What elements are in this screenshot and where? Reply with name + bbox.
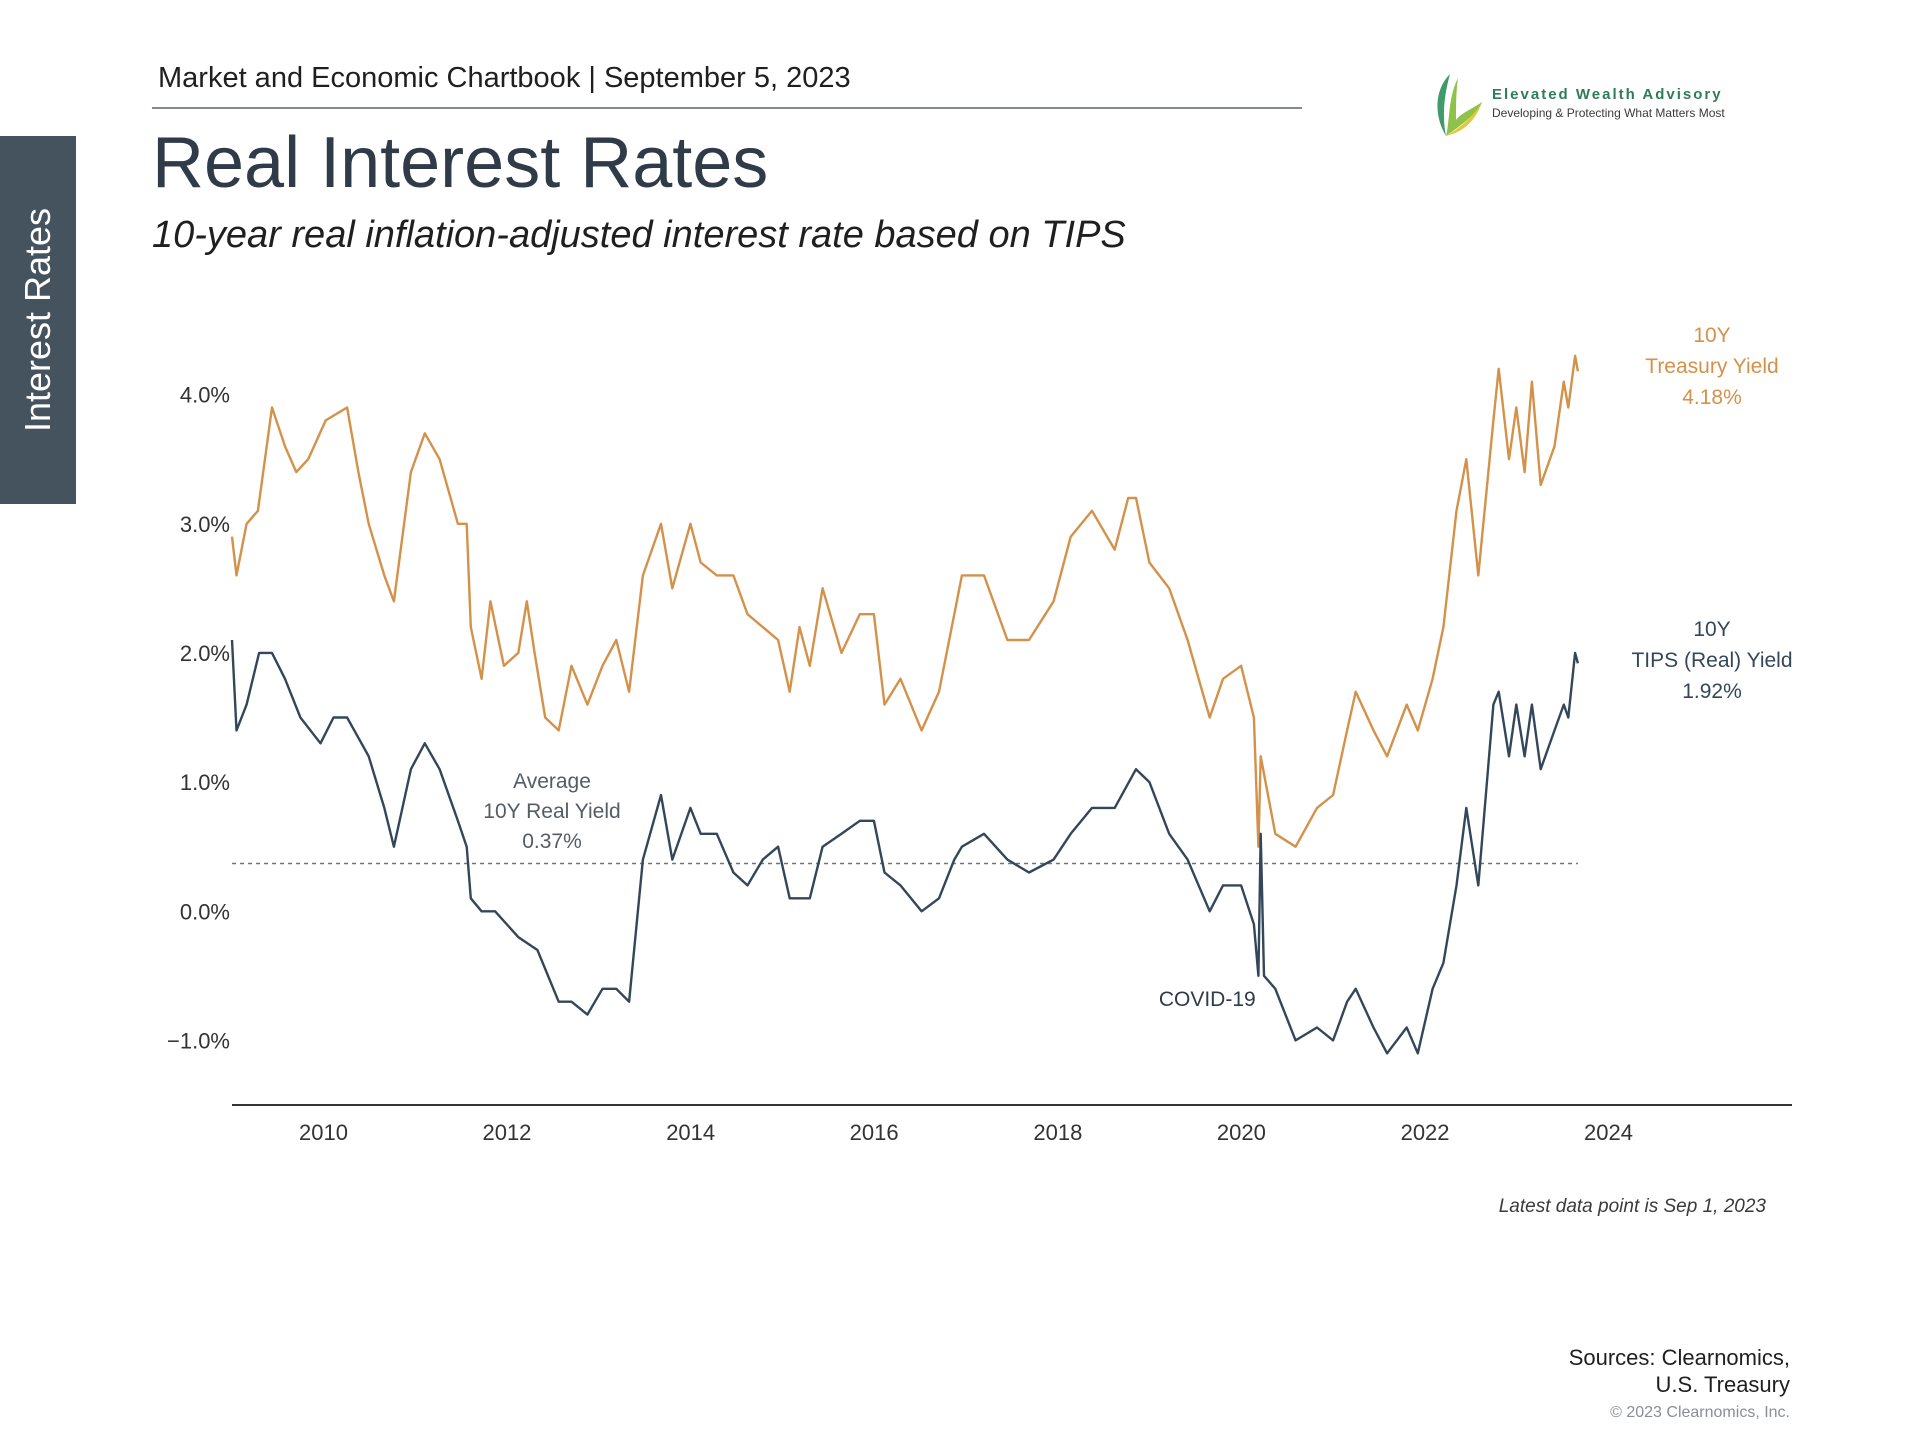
tips-label-line: 10Y: [1693, 618, 1730, 641]
logo-tagline: Developing & Protecting What Matters Mos…: [1492, 106, 1725, 120]
average-label-line: 10Y Real Yield: [483, 800, 620, 823]
y-tick-label: 1.0%: [180, 770, 230, 795]
tips-yield-line: [230, 639, 1580, 1055]
sources-line-2: U.S. Treasury: [1655, 1372, 1790, 1397]
y-tick-label: 0.0%: [180, 899, 230, 924]
logo-name: Elevated Wealth Advisory: [1492, 86, 1723, 103]
treasury-label-line: Treasury Yield: [1645, 355, 1778, 378]
company-logo: Elevated Wealth Advisory Developing & Pr…: [1430, 72, 1760, 142]
x-tick-label-2012: 2012: [482, 1120, 531, 1145]
chartbook-header: Market and Economic Chartbook | Septembe…: [158, 62, 851, 94]
covid-annotation: COVID-19: [1159, 988, 1256, 1011]
y-tick-label: 4.0%: [180, 383, 230, 408]
page-title: Real Interest Rates: [152, 123, 769, 203]
x-tick-label-2016: 2016: [850, 1120, 899, 1145]
x-tick-label-2014: 2014: [666, 1120, 715, 1145]
tips-label-line: TIPS (Real) Yield: [1631, 649, 1792, 672]
sources: Sources: Clearnomics, U.S. Treasury: [1569, 1344, 1790, 1398]
treasury-yield-line: [230, 354, 1580, 848]
treasury-label-line: 10Y: [1693, 324, 1730, 347]
page-subtitle: 10-year real inflation-adjusted interest…: [152, 214, 1126, 256]
y-tick-label: 3.0%: [180, 512, 230, 537]
copyright: © 2023 Clearnomics, Inc.: [1610, 1404, 1790, 1421]
logo-mark-icon: [1437, 74, 1482, 136]
tips-label-line: 1.92%: [1682, 680, 1742, 703]
x-tick-label-2022: 2022: [1401, 1120, 1450, 1145]
average-label-line: Average: [513, 770, 591, 793]
sources-line-1: Sources: Clearnomics,: [1568, 1345, 1790, 1370]
treasury-label-line: 4.18%: [1682, 386, 1742, 409]
y-tick-label: 2.0%: [180, 641, 230, 666]
section-tab: Interest Rates: [0, 136, 76, 504]
y-tick-label: −1.0%: [167, 1028, 230, 1053]
x-tick-label-2018: 2018: [1033, 1120, 1082, 1145]
average-label-line: 0.37%: [522, 830, 582, 853]
x-tick-label-2010: 2010: [299, 1120, 348, 1145]
latest-data-note: Latest data point is Sep 1, 2023: [1498, 1196, 1766, 1217]
x-tick-label-2020: 2020: [1217, 1120, 1266, 1145]
x-tick-label-2024: 2024: [1584, 1120, 1633, 1145]
header-divider: [152, 107, 1302, 109]
